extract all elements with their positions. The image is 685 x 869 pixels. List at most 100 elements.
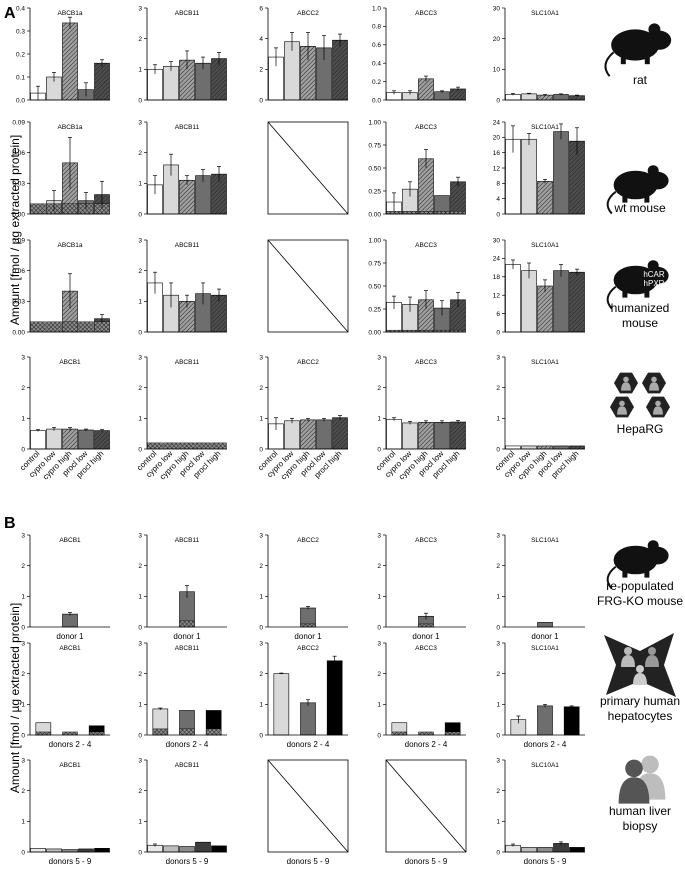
error-bar xyxy=(153,64,157,74)
bar xyxy=(553,131,569,215)
y-tick-label: 1 xyxy=(259,416,263,423)
y-tick-label: 0 xyxy=(377,624,381,631)
bar xyxy=(537,285,553,333)
y-tick-label: 0 xyxy=(138,97,142,104)
y-tick-label: 1.00 xyxy=(368,237,381,244)
y-tick-label: 0.25 xyxy=(368,306,381,313)
error-bar xyxy=(408,181,412,197)
panel-title: ABCC3 xyxy=(415,359,437,366)
y-tick-label: 3 xyxy=(377,640,381,647)
error-bar xyxy=(290,417,294,424)
y-tick-label: 2 xyxy=(138,788,142,795)
y-tick-label: 1 xyxy=(21,702,25,709)
error-bar xyxy=(392,90,396,95)
y-tick-label: 6 xyxy=(496,311,500,318)
y-tick-label: 1 xyxy=(21,416,25,423)
error-bar xyxy=(274,47,278,67)
error-bar xyxy=(217,166,221,182)
y-tick-label: 0 xyxy=(496,624,500,631)
error-bar xyxy=(201,169,205,182)
y-tick-label: 2 xyxy=(138,563,142,570)
panel-title: SLC10A1 xyxy=(531,537,559,544)
y-tick-label: 1 xyxy=(259,594,263,601)
y-tick-label: 3 xyxy=(21,532,25,539)
bar xyxy=(46,848,62,853)
lloq-bar xyxy=(179,620,195,628)
organism-icon xyxy=(610,372,670,418)
bar xyxy=(418,422,434,450)
bar xyxy=(46,428,62,450)
lloq-bar xyxy=(386,211,402,215)
panel-letter: A xyxy=(4,5,16,22)
y-tick-label: 24 xyxy=(493,256,501,263)
lloq-bar xyxy=(163,442,179,450)
error-bar xyxy=(36,429,40,432)
lloq-bar xyxy=(147,442,163,450)
lloq-bar xyxy=(62,321,78,333)
bar xyxy=(521,270,537,333)
bar xyxy=(521,847,537,853)
error-bar xyxy=(36,85,40,100)
bar xyxy=(30,430,46,450)
error-bar xyxy=(569,705,574,708)
empty-panel-cross xyxy=(267,239,349,333)
bar xyxy=(553,445,569,450)
y-tick-label: 2 xyxy=(259,671,263,678)
y-tick-label: 2 xyxy=(138,385,142,392)
y-tick-label: 2 xyxy=(496,385,500,392)
error-bar xyxy=(290,32,294,51)
error-bar xyxy=(68,273,72,309)
error-bar xyxy=(440,300,444,316)
panel-title: ABCC3 xyxy=(415,645,437,652)
error-bar xyxy=(527,133,531,145)
bar xyxy=(537,94,553,101)
error-bar xyxy=(338,415,342,420)
error-bar xyxy=(52,72,56,82)
bar xyxy=(332,417,348,450)
error-bar xyxy=(306,32,310,61)
panel-title: ABCB1 xyxy=(59,645,81,652)
y-tick-label: 16 xyxy=(493,150,501,157)
error-bar xyxy=(217,52,221,65)
lloq-bar xyxy=(391,731,408,736)
bar xyxy=(179,846,195,853)
error-bar xyxy=(306,699,310,706)
error-bar xyxy=(408,90,412,95)
panel-title: ABCC2 xyxy=(297,645,319,652)
y-tick-label: 2 xyxy=(138,150,142,157)
bar xyxy=(563,706,580,736)
error-bar xyxy=(279,672,284,675)
y-tick-label: 3 xyxy=(496,532,500,539)
y-tick-label: 3 xyxy=(496,640,500,647)
bar xyxy=(163,845,179,853)
row-label: re-populated xyxy=(606,579,673,593)
error-bar xyxy=(424,149,428,168)
y-tick-label: 0.1 xyxy=(16,74,25,81)
y-tick-label: 0 xyxy=(496,329,500,336)
bar xyxy=(300,419,316,450)
y-tick-label: 0.0 xyxy=(16,97,25,104)
y-tick-label: 0.06 xyxy=(12,150,25,157)
panel-letter: B xyxy=(4,515,16,532)
error-bar xyxy=(511,93,515,96)
error-bar xyxy=(424,75,428,82)
y-tick-label: 1 xyxy=(138,819,142,826)
y-tick-label: 0.2 xyxy=(372,79,381,86)
panel-title: SLC10A1 xyxy=(531,124,559,131)
bar xyxy=(450,181,466,215)
bar xyxy=(569,847,585,853)
row-label: primary human xyxy=(600,694,680,708)
bar xyxy=(326,660,343,736)
y-tick-label: 0 xyxy=(259,624,263,631)
bar xyxy=(332,39,348,101)
bar xyxy=(569,271,585,333)
y-tick-label: 1 xyxy=(377,416,381,423)
error-bar xyxy=(153,843,157,847)
panel-title: ABCB11 xyxy=(175,537,200,544)
error-bar xyxy=(392,192,396,212)
lloq-bar xyxy=(300,623,316,628)
y-tick-label: 0 xyxy=(138,624,142,631)
bar xyxy=(521,93,537,101)
panel-title: ABCB11 xyxy=(175,762,200,769)
